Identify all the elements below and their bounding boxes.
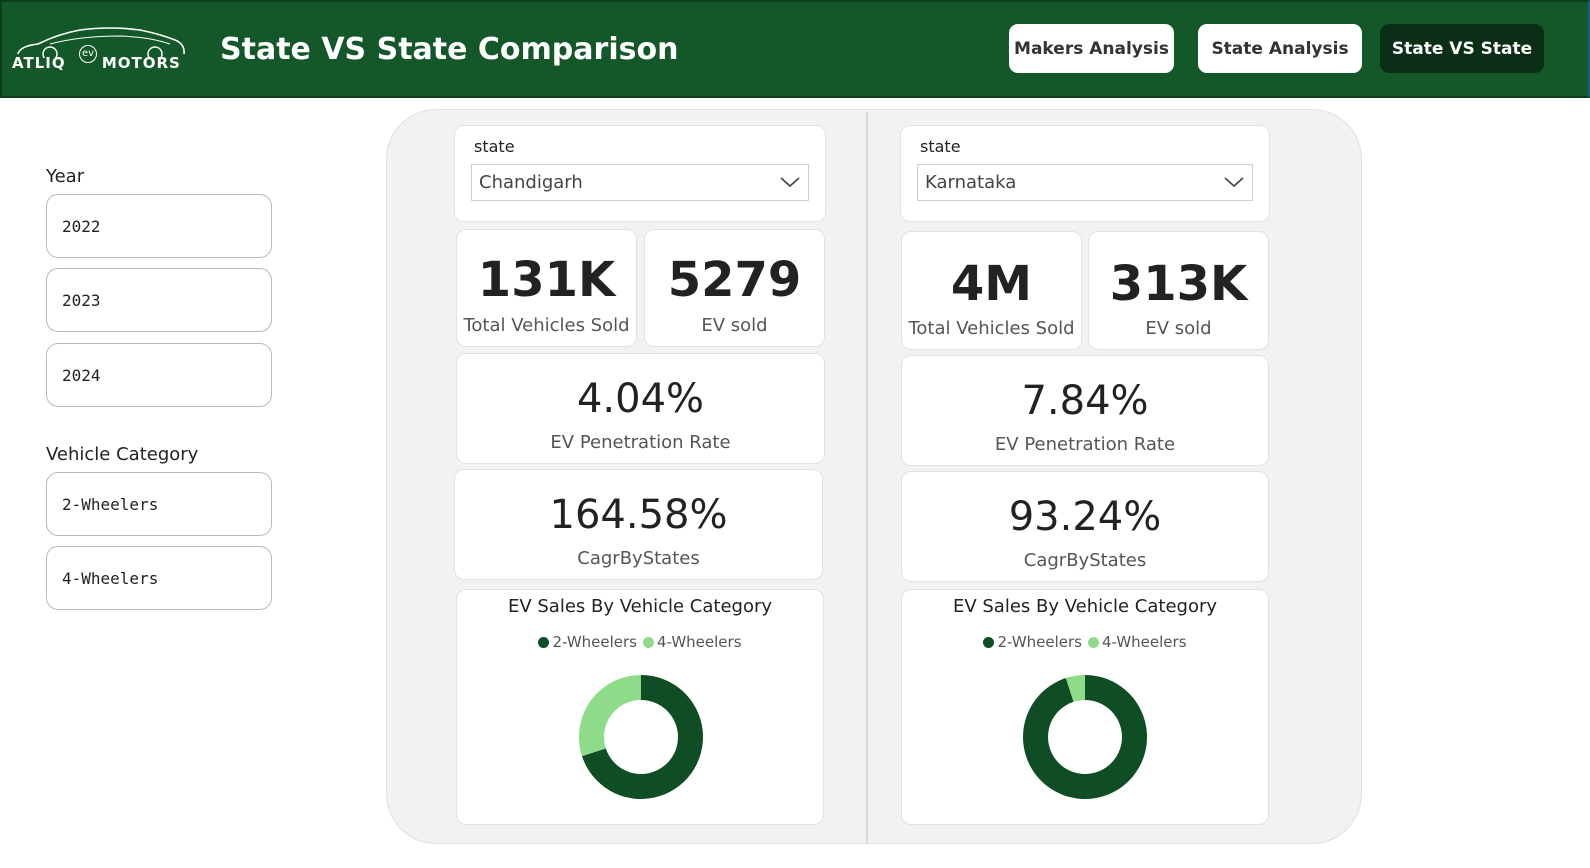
donut-chart: [579, 675, 703, 799]
cagr-value: 164.58%: [549, 492, 728, 538]
legend-item-2-wheelers: 2-Wheelers: [983, 633, 1082, 651]
legend-label: 4-Wheelers: [657, 633, 742, 651]
legend-label: 2-Wheelers: [997, 633, 1082, 651]
right-state-slicer: state Karnataka: [900, 125, 1270, 222]
total-vehicles-sold-value: 131K: [477, 252, 616, 308]
ev-sold-label: EV sold: [701, 315, 768, 336]
chart-title: EV Sales By Vehicle Category: [952, 596, 1218, 617]
logo-motors: MOTORS: [101, 54, 181, 72]
total-vehicles-sold-label: Total Vehicles Sold: [463, 315, 630, 336]
state-analysis-button[interactable]: State Analysis: [1198, 24, 1362, 73]
ev-sold-value: 5279: [667, 252, 802, 308]
donut-chart: [1023, 675, 1147, 799]
atliq-ev-motors-logo: ATLIQ ev MOTORS: [10, 24, 195, 76]
left-ev-sold-card: 5279 EV sold: [644, 229, 825, 347]
donut-slice-4-wheelers[interactable]: [1065, 675, 1085, 702]
cagr-label: CagrByStates: [1023, 550, 1147, 571]
chevron-down-icon: [780, 177, 800, 188]
left-state-slicer: state Chandigarh: [454, 125, 826, 222]
legend-dot: [983, 636, 995, 648]
donut-slice-2-wheelers[interactable]: [582, 675, 703, 799]
panel-divider: [866, 112, 868, 844]
right-state-value: Karnataka: [925, 172, 1017, 193]
right-cagr-card: 93.24% CagrByStates: [901, 471, 1269, 582]
year-filter-heading: Year: [46, 166, 85, 187]
year-option-2022[interactable]: 2022: [46, 194, 272, 258]
cagr-value: 93.24%: [1008, 494, 1162, 540]
header-bar: ATLIQ ev MOTORS State VS State Compariso…: [0, 0, 1590, 98]
year-option-2023[interactable]: 2023: [46, 268, 272, 332]
category-option-2-wheelers[interactable]: 2-Wheelers: [46, 472, 272, 536]
chevron-down-icon: [1224, 177, 1244, 188]
legend-dot: [1088, 636, 1099, 648]
ev-sold-value: 313K: [1109, 256, 1248, 312]
legend-dot: [538, 636, 550, 648]
ev-penetration-label: EV Penetration Rate: [994, 434, 1176, 455]
total-vehicles-sold-label: Total Vehicles Sold: [908, 318, 1075, 339]
legend-dot: [643, 636, 654, 648]
total-vehicles-sold-value: 4M: [950, 256, 1033, 312]
donut-slice-2-wheelers[interactable]: [1023, 675, 1147, 799]
left-cagr-card: 164.58% CagrByStates: [454, 469, 823, 580]
year-option-2024[interactable]: 2024: [46, 343, 272, 407]
right-ev-sold-card: 313K EV sold: [1088, 231, 1269, 350]
right-ev-sales-chart: EV Sales By Vehicle Category 2-Wheelers …: [901, 589, 1269, 825]
logo-wordmark: ATLIQ ev MOTORS: [12, 45, 181, 72]
cagr-label: CagrByStates: [577, 548, 700, 569]
ev-penetration-value: 7.84%: [1021, 378, 1149, 424]
logo-atliq: ATLIQ: [12, 54, 66, 72]
page-title: State VS State Comparison: [220, 32, 679, 67]
state-slicer-label: state: [474, 137, 515, 156]
right-state-dropdown[interactable]: Karnataka: [917, 164, 1253, 201]
legend-label: 4-Wheelers: [1102, 633, 1187, 651]
ev-penetration-label: EV Penetration Rate: [550, 432, 731, 453]
category-option-4-wheelers[interactable]: 4-Wheelers: [46, 546, 272, 610]
right-penetration-card: 7.84% EV Penetration Rate: [901, 355, 1269, 466]
legend-item-2-wheelers: 2-Wheelers: [538, 633, 637, 651]
ev-penetration-value: 4.04%: [576, 376, 705, 422]
left-total-vehicles-card: 131K Total Vehicles Sold: [456, 229, 637, 347]
legend-item-4-wheelers: 4-Wheelers: [1088, 633, 1187, 651]
legend-label: 2-Wheelers: [552, 633, 637, 651]
state-vs-state-button[interactable]: State VS State: [1380, 24, 1544, 73]
legend-item-4-wheelers: 4-Wheelers: [643, 633, 742, 651]
chart-title: EV Sales By Vehicle Category: [507, 596, 773, 617]
right-total-vehicles-card: 4M Total Vehicles Sold: [901, 231, 1082, 350]
left-state-value: Chandigarh: [479, 172, 583, 193]
left-ev-sales-chart: EV Sales By Vehicle Category 2-Wheelers …: [456, 589, 824, 825]
makers-analysis-button[interactable]: Makers Analysis: [1009, 24, 1174, 73]
vehicle-category-heading: Vehicle Category: [46, 444, 199, 465]
logo-ev: ev: [79, 45, 97, 63]
donut-slice-4-wheelers[interactable]: [579, 675, 641, 757]
ev-sold-label: EV sold: [1145, 318, 1212, 339]
chart-legend: 2-Wheelers 4-Wheelers: [457, 633, 823, 651]
car-silhouette-icon: [17, 27, 185, 58]
state-slicer-label: state: [920, 137, 961, 156]
left-state-dropdown[interactable]: Chandigarh: [471, 164, 809, 201]
left-penetration-card: 4.04% EV Penetration Rate: [456, 353, 825, 464]
chart-legend: 2-Wheelers 4-Wheelers: [902, 633, 1268, 651]
